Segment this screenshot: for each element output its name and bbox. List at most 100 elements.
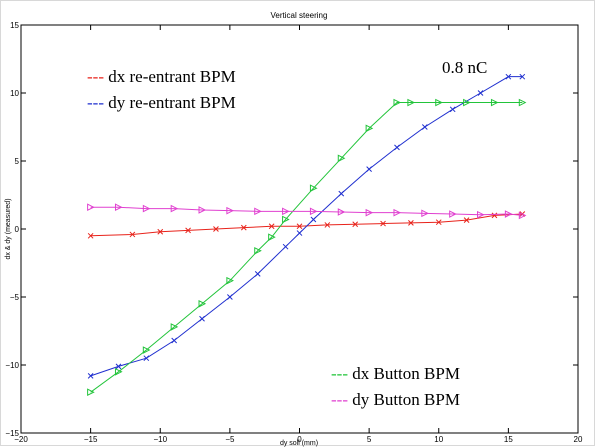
data-point [518,98,527,107]
data-point [477,210,485,219]
data-point [421,209,429,218]
y-tick-label: −10 [5,361,19,370]
chart-title: Vertical steering [271,11,328,20]
series-line [90,206,523,216]
data-point [504,210,513,218]
data-point [366,166,372,173]
series-1 [87,73,526,379]
data-point [491,212,498,219]
data-point [449,210,457,218]
data-point [337,154,346,163]
x-tick-label: 0 [297,435,302,444]
x-tick-label: 20 [574,435,583,444]
series-3 [87,203,527,220]
data-point [282,243,289,250]
legend-dash: --- [87,93,108,112]
data-point [240,224,247,231]
data-point [394,144,400,151]
plot-area [20,24,579,434]
data-point [435,98,443,107]
data-point [213,226,219,232]
data-point [519,73,526,80]
data-point [352,221,359,228]
data-point [309,207,318,216]
y-tick-label: −15 [5,429,19,438]
data-point [198,299,207,308]
data-point [171,337,178,344]
data-point [268,223,275,230]
data-point [463,98,471,107]
data-point [87,388,95,397]
y-tick-label: 5 [15,157,20,166]
data-point [87,203,95,212]
y-tick-label: 10 [10,89,19,98]
legend: --- dx re-entrant BPM--- dy re-entrant B… [87,67,460,409]
x-tick-label: −15 [84,435,98,444]
y-tick-label: 0 [15,225,20,234]
x-axis-label: dy soll (mm) [280,440,318,447]
data-point [463,217,470,224]
data-point [393,208,402,217]
series-2 [87,98,527,397]
series-layer [87,73,527,397]
data-point [157,228,164,235]
legend-label: dx Button BPM [352,364,460,383]
data-point [142,204,151,213]
x-tick-label: 15 [504,435,513,444]
data-point [380,220,386,227]
data-point [226,206,234,215]
data-point [505,73,512,80]
x-tick-label: −10 [153,435,167,444]
data-point [254,246,262,255]
x-tick-label: 10 [434,435,443,444]
data-point [268,233,276,241]
y-axis-label: dx & dy (measured) [5,198,12,259]
legend-label: dx re-entrant BPM [108,67,235,86]
data-point [365,208,374,217]
data-point [393,98,402,107]
data-point [435,219,442,226]
data-point [185,227,191,234]
data-point [199,315,205,322]
legend-entry: --- dy Button BPM [331,390,460,409]
data-point [254,207,262,216]
data-point [365,124,374,133]
charge-annotation: 0.8 nC [442,58,487,77]
data-point [518,211,527,220]
legend-dash: --- [87,67,108,86]
series-line [90,102,523,393]
data-point [309,184,318,193]
data-point [143,355,150,362]
data-point [142,346,151,354]
data-point [227,294,233,300]
data-point [129,231,136,238]
data-point [296,223,303,230]
legend-entry: --- dx Button BPM [331,364,460,383]
data-point [490,98,499,107]
data-point [114,203,123,212]
x-tick-label: −5 [225,435,235,444]
y-tick-label: −5 [10,293,20,302]
data-point [310,216,317,223]
legend-dash: --- [331,390,352,409]
x-tick-label: −20 [14,435,28,444]
y-tick-label: 15 [10,21,19,30]
data-point [170,204,179,213]
data-point [170,323,179,331]
data-point [87,232,94,239]
legend-entry: --- dx re-entrant BPM [87,67,236,86]
data-point [296,230,303,236]
data-point [114,367,123,376]
data-point [337,208,346,216]
legend-label: dy re-entrant BPM [108,93,235,112]
series-line [90,213,523,237]
data-point [254,271,261,277]
data-point [226,276,234,285]
data-point [324,222,331,228]
legend-label: dy Button BPM [352,390,460,409]
data-point [115,363,122,370]
data-point [282,207,290,216]
